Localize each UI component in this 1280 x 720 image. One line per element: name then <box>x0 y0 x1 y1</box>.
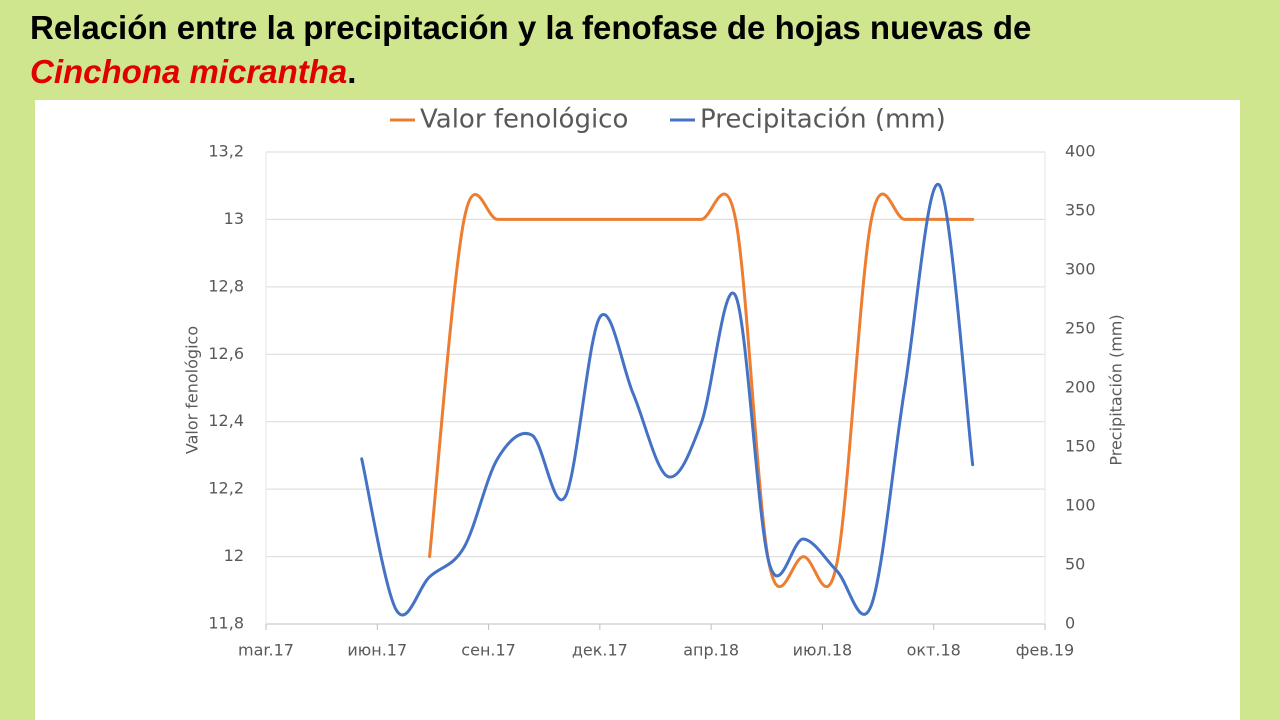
legend-label: Precipitación (mm) <box>700 105 946 135</box>
y2-tick-label: 200 <box>1065 378 1096 397</box>
y-tick-label: 13,2 <box>208 142 244 161</box>
y-tick-label: 13 <box>224 209 244 228</box>
y-tick-label: 12,8 <box>208 276 244 295</box>
x-tick-label: сен.17 <box>461 641 516 660</box>
series-line <box>428 192 975 589</box>
x-tick-label: июл.18 <box>793 641 853 660</box>
y2-tick-label: 150 <box>1065 437 1096 456</box>
y2-tick-label: 400 <box>1065 142 1096 161</box>
y2-tick-label: 50 <box>1065 555 1085 574</box>
y-axis-label: Valor fenológico <box>183 326 202 454</box>
title-species: Cinchona micrantha <box>30 53 348 90</box>
y2-tick-label: 250 <box>1065 319 1096 338</box>
y-tick-label: 12,2 <box>208 479 244 498</box>
slide-title: Relación entre la precipitación y la fen… <box>30 6 1140 94</box>
y-tick-label: 11,8 <box>208 614 244 633</box>
y2-tick-label: 350 <box>1065 201 1096 220</box>
y2-tick-label: 100 <box>1065 496 1096 515</box>
y-tick-label: 12,4 <box>208 411 244 430</box>
y2-tick-label: 300 <box>1065 260 1096 279</box>
x-tick-label: фев.19 <box>1016 641 1074 660</box>
x-tick-label: mar.17 <box>238 641 294 660</box>
x-tick-label: апр.18 <box>683 641 739 660</box>
legend-label: Valor fenológico <box>420 105 628 135</box>
y2-tick-label: 0 <box>1065 614 1075 633</box>
series-line <box>360 182 975 617</box>
y-tick-label: 12 <box>224 546 244 565</box>
x-tick-label: окт.18 <box>907 641 961 660</box>
chart: Valor fenológico Precipitación (mm) 11,8… <box>183 105 1126 660</box>
x-tick-label: июн.17 <box>347 641 407 660</box>
title-text: Relación entre la precipitación y la fen… <box>30 9 1032 46</box>
title-end: . <box>347 53 357 90</box>
x-tick-label: дек.17 <box>572 641 628 660</box>
y-tick-label: 12,6 <box>208 344 244 363</box>
y2-axis-label: Precipitación (mm) <box>1107 314 1126 465</box>
chart-area: Valor fenológico Precipitación (mm) 11,8… <box>35 100 1240 720</box>
